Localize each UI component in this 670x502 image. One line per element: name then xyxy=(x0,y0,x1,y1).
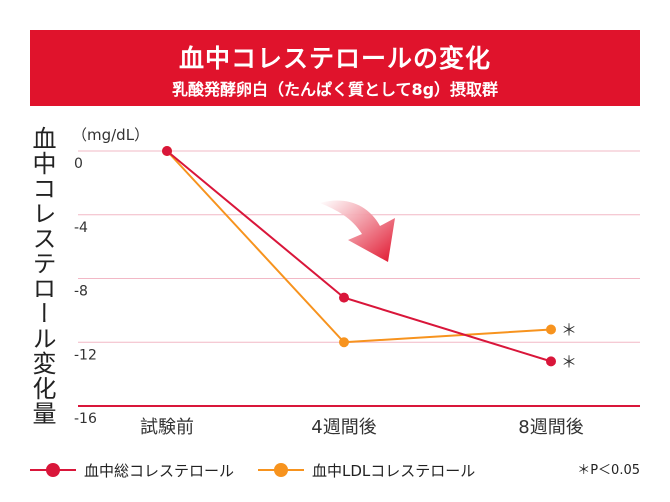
decrease-arrow-icon xyxy=(320,200,395,262)
legend-marker-ldl xyxy=(258,458,304,482)
y-axis-unit: （mg/dL） xyxy=(72,126,150,144)
y-tick-label: -8 xyxy=(74,284,88,300)
significance-note: ＊P＜0.05 xyxy=(577,463,640,478)
y-tick-label: -12 xyxy=(74,347,97,363)
series-line xyxy=(166,150,552,344)
y-tick-label: 0 xyxy=(74,156,83,172)
y-axis-label: 血中コレステロール変化量 xyxy=(28,126,56,426)
series-line xyxy=(166,150,552,363)
significance-marker: ＊ xyxy=(561,352,577,371)
legend-marker-total xyxy=(30,458,76,482)
y-tick-label: -4 xyxy=(74,220,88,236)
data-point xyxy=(546,324,556,335)
x-tick-label: 試験前 xyxy=(140,417,194,438)
x-tick-label: 4週間後 xyxy=(311,417,376,438)
chart-title: 血中コレステロールの変化 xyxy=(178,44,491,73)
x-tick-label: 8週間後 xyxy=(518,417,583,438)
data-point xyxy=(546,356,556,367)
data-point xyxy=(339,292,349,303)
legend-item-total: 血中総コレステロール xyxy=(30,458,234,482)
significance-marker: ＊ xyxy=(561,321,577,340)
legend-label-total: 血中総コレステロール xyxy=(84,461,235,480)
legend-label-ldl: 血中LDLコレステロール xyxy=(312,461,476,480)
data-point xyxy=(162,146,172,156)
chart-subtitle: 乳酸発酵卵白（たんぱく質として8g）摂取群 xyxy=(171,80,499,99)
legend-item-ldl: 血中LDLコレステロール xyxy=(258,458,475,482)
chart-header: 血中コレステロールの変化 乳酸発酵卵白（たんぱく質として8g）摂取群 xyxy=(30,30,640,106)
data-point xyxy=(339,337,349,348)
y-tick-label: -16 xyxy=(74,411,97,427)
